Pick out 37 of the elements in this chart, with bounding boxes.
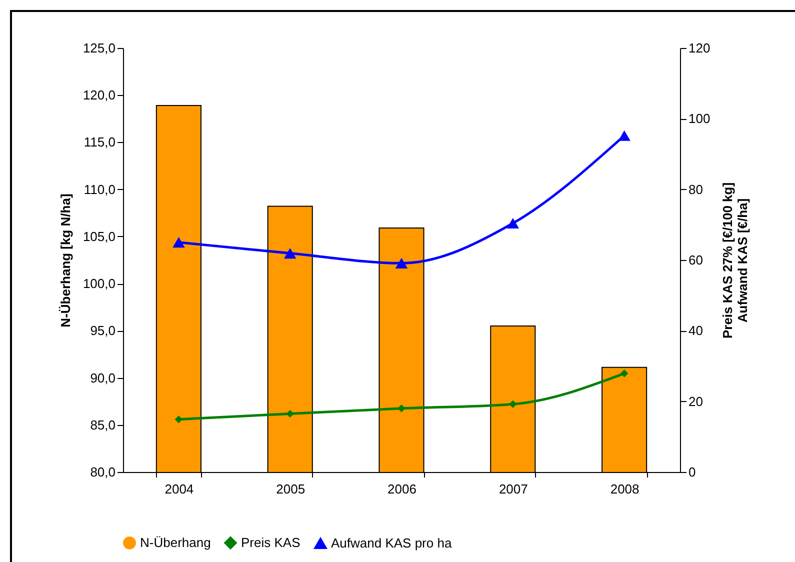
point: [172, 237, 185, 248]
point: [174, 415, 183, 424]
point: [506, 218, 520, 229]
y-axis-title: N-Überhang [kg N/ha]: [58, 194, 73, 328]
point: [284, 248, 296, 259]
x-tick-label: 2005: [276, 482, 306, 496]
y2-tick-label: 60: [688, 252, 703, 268]
y2-tick-label: 80: [688, 182, 703, 197]
point: [618, 130, 630, 141]
point: [398, 404, 406, 412]
y2-axis-title: Preis KAS 27% [€/100 kg] Aufwand KAS [€/ha]: [720, 182, 750, 339]
y-tick-label: 115,0: [84, 134, 116, 150]
legend-label: Aufwand KAS pro ha: [331, 535, 452, 550]
y-tick-label: 105,0: [82, 228, 116, 244]
y-tick-label: 90,0: [90, 370, 116, 386]
y-tick-label: 95,0: [90, 323, 116, 338]
point: [395, 258, 408, 268]
y2-tick-label: 20: [688, 394, 703, 409]
x-tick-label: 2006: [388, 482, 416, 496]
y-tick-label: 125,0: [82, 40, 116, 56]
y2-tick-label: 0: [688, 464, 696, 480]
point: [620, 370, 628, 378]
y2-tick-label: 40: [688, 323, 703, 338]
x-tick-label: 2008: [610, 482, 640, 496]
y-tick-label: 100,0: [82, 276, 116, 292]
point: [286, 410, 294, 418]
point: [509, 400, 517, 408]
y2-tick-label: 100: [688, 111, 710, 126]
legend-label: N-Überhang: [140, 534, 211, 550]
x-tick-label: 2007: [498, 482, 528, 496]
y-tick-label: 85,0: [90, 417, 116, 432]
y2-tick-label: 120: [688, 40, 710, 56]
legend-label: Preis KAS: [241, 534, 301, 550]
y-tick-label: 110,0: [84, 182, 116, 197]
x-tick-label: 2004: [164, 482, 194, 496]
y-tick-label: 120,0: [82, 88, 116, 103]
y-tick-label: 80,0: [90, 464, 116, 480]
